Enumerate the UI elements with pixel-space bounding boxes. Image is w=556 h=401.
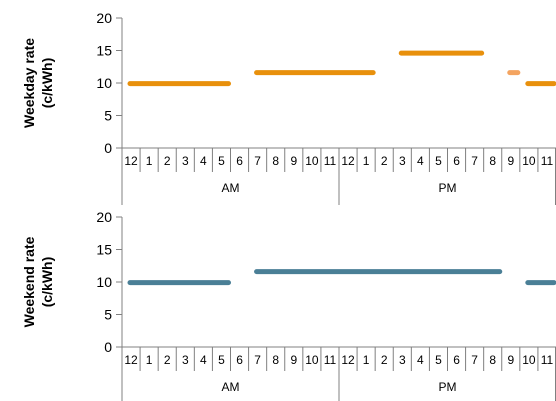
hour-label: 1 (146, 353, 153, 367)
y-axis-label-line: Weekend rate (21, 236, 37, 327)
hour-label: 4 (200, 154, 207, 168)
hour-label: 10 (305, 154, 319, 168)
hour-label: 5 (435, 353, 442, 367)
hour-label: 9 (290, 154, 297, 168)
hour-label: 11 (541, 154, 554, 168)
hour-label: 10 (522, 353, 536, 367)
hour-label: 8 (489, 353, 496, 367)
hour-label: 1 (363, 154, 370, 168)
hour-label: 11 (541, 353, 554, 367)
hour-label: 1 (146, 154, 153, 168)
hour-label: 8 (272, 154, 279, 168)
y-tick-label: 15 (96, 43, 112, 59)
y-tick-label: 5 (104, 307, 112, 323)
hour-label: 3 (399, 353, 406, 367)
y-tick-label: 20 (96, 209, 112, 225)
period-label: AM (222, 380, 240, 394)
y-tick-label: 0 (104, 339, 112, 355)
hour-label: 12 (341, 154, 355, 168)
hour-label: 12 (124, 154, 138, 168)
hour-label: 4 (417, 353, 424, 367)
period-label: PM (439, 380, 457, 394)
hour-label: 6 (236, 353, 243, 367)
hour-label: 3 (182, 353, 189, 367)
hour-label: 12 (124, 353, 138, 367)
y-tick-label: 10 (96, 274, 112, 290)
hour-label: 8 (272, 353, 279, 367)
hour-label: 7 (254, 154, 261, 168)
hour-label: 11 (324, 353, 337, 367)
hour-label: 5 (218, 353, 225, 367)
hour-label: 10 (522, 154, 536, 168)
y-axis-label-line: Weekday rate (21, 38, 37, 128)
hour-label: 2 (164, 154, 171, 168)
hour-label: 10 (305, 353, 319, 367)
y-tick-label: 5 (104, 108, 112, 124)
hour-label: 8 (489, 154, 496, 168)
period-label: PM (439, 181, 457, 195)
period-label: AM (222, 181, 240, 195)
y-axis-label-line: (c/kWh) (39, 257, 55, 308)
hour-label: 9 (507, 353, 514, 367)
hour-label: 3 (399, 154, 406, 168)
hour-label: 1 (363, 353, 370, 367)
hour-label: 9 (507, 154, 514, 168)
hour-label: 7 (471, 353, 478, 367)
hour-label: 3 (182, 154, 189, 168)
hour-label: 2 (381, 353, 388, 367)
hour-label: 12 (341, 353, 355, 367)
hour-label: 5 (218, 154, 225, 168)
hour-label: 4 (417, 154, 424, 168)
y-tick-label: 0 (104, 140, 112, 156)
hour-label: 4 (200, 353, 207, 367)
hour-label: 9 (290, 353, 297, 367)
hour-label: 2 (381, 154, 388, 168)
hour-label: 7 (254, 353, 261, 367)
y-tick-label: 15 (96, 242, 112, 258)
hour-label: 11 (324, 154, 337, 168)
hour-label: 2 (164, 353, 171, 367)
y-tick-label: 10 (96, 75, 112, 91)
hour-label: 6 (453, 154, 460, 168)
y-tick-label: 20 (96, 10, 112, 26)
y-axis-label-line: (c/kWh) (39, 58, 55, 109)
hour-label: 6 (236, 154, 243, 168)
hour-label: 5 (435, 154, 442, 168)
y-axis-label: Weekend rate (c/kWh) (21, 236, 55, 327)
y-axis-label: Weekday rate (c/kWh) (21, 38, 55, 128)
hour-label: 6 (453, 353, 460, 367)
hour-label: 7 (471, 154, 478, 168)
